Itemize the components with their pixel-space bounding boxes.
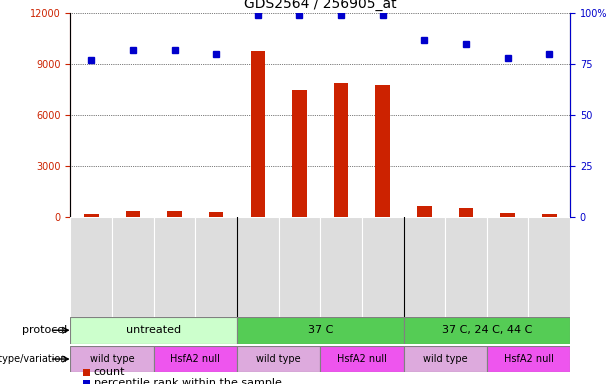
Bar [459, 208, 473, 217]
Text: HsfA2 null: HsfA2 null [337, 354, 387, 364]
Bar [70, 346, 154, 372]
Text: untreated: untreated [126, 325, 181, 335]
Bar [237, 317, 403, 344]
Bar [126, 211, 140, 217]
Text: wild type: wild type [90, 354, 134, 364]
Text: 37 C, 24 C, 44 C: 37 C, 24 C, 44 C [441, 325, 532, 335]
Bar [487, 217, 528, 317]
Bar [237, 217, 279, 317]
Title: GDS2564 / 256905_at: GDS2564 / 256905_at [244, 0, 397, 11]
Bar [154, 217, 196, 317]
Bar [237, 346, 321, 372]
Bar [528, 217, 570, 317]
Bar [403, 317, 570, 344]
Text: wild type: wild type [423, 354, 468, 364]
Bar [542, 214, 557, 217]
Text: protocol: protocol [22, 325, 67, 335]
Bar [500, 213, 515, 217]
Text: percentile rank within the sample: percentile rank within the sample [94, 378, 281, 384]
Bar [487, 346, 570, 372]
Bar [403, 346, 487, 372]
Text: count: count [94, 367, 125, 377]
Bar [445, 217, 487, 317]
Text: genotype/variation: genotype/variation [0, 354, 67, 364]
Bar [334, 83, 348, 217]
Bar [292, 90, 306, 217]
Bar [375, 85, 390, 217]
Bar [362, 217, 403, 317]
Bar [70, 317, 237, 344]
Bar [417, 206, 432, 217]
Bar [154, 346, 237, 372]
Text: wild type: wild type [256, 354, 301, 364]
Bar [251, 51, 265, 217]
Bar [196, 217, 237, 317]
Text: HsfA2 null: HsfA2 null [503, 354, 554, 364]
Bar [167, 210, 182, 217]
Bar [209, 212, 224, 217]
Bar [279, 217, 321, 317]
Bar [321, 217, 362, 317]
Bar [70, 217, 112, 317]
Bar [321, 346, 403, 372]
Bar [112, 217, 154, 317]
Bar [84, 214, 99, 217]
Text: HsfA2 null: HsfA2 null [170, 354, 220, 364]
Text: 37 C: 37 C [308, 325, 333, 335]
Bar [403, 217, 445, 317]
